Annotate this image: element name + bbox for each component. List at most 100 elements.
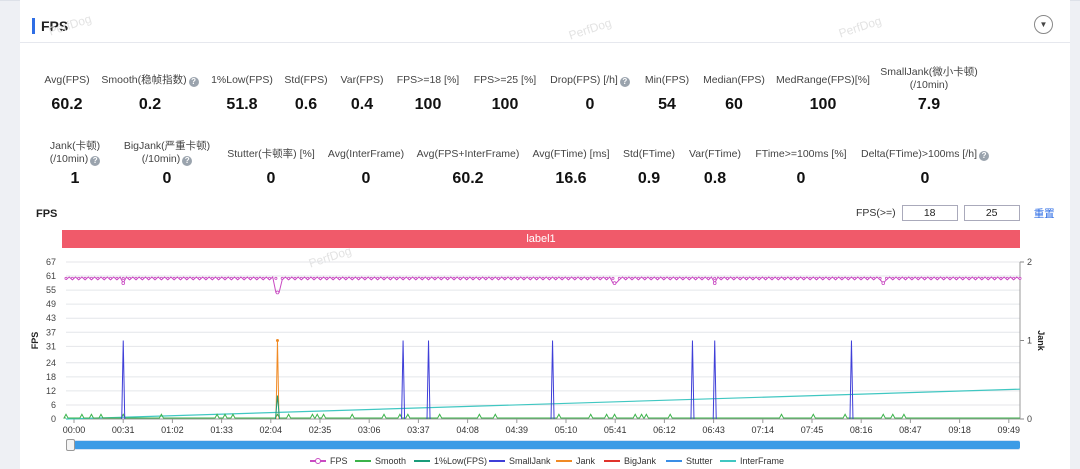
reset-link[interactable]: 重置	[1033, 207, 1055, 220]
metric-value: 1	[70, 170, 80, 187]
x-tick-label: 09:18	[948, 425, 971, 435]
chart-legend: FPS Smooth 1%Low(FPS) SmallJank Jank BigJank S…	[0, 456, 1080, 468]
series-fps-point	[706, 276, 710, 280]
series-fps-point	[210, 276, 214, 280]
y-tick-label: 6	[51, 400, 56, 410]
series-fps-point	[496, 276, 500, 280]
series-fps-point	[446, 276, 450, 280]
series-fps-point	[675, 276, 679, 280]
help-icon[interactable]: ?	[182, 156, 193, 166]
series-fps-point	[719, 276, 723, 280]
metric: Delta(FTime)>100ms [/h]? 0	[850, 148, 1000, 187]
x-tick-label: 04:08	[456, 425, 479, 435]
series-smalljank-spike	[401, 340, 406, 420]
x-tick-label: 08:47	[899, 425, 922, 435]
y-tick-label: 24	[46, 358, 56, 368]
legend-swatch	[414, 460, 430, 462]
y2-tick-label: 2	[1027, 257, 1032, 267]
metric-value: 0.8	[703, 170, 727, 187]
series-fps-point	[299, 276, 303, 280]
series-fps-point	[70, 276, 74, 280]
scrollbar-handle[interactable]	[66, 439, 75, 451]
series-fps-point	[789, 276, 793, 280]
x-tick-label: 06:12	[653, 425, 676, 435]
series-fps-point	[929, 276, 933, 280]
series-fps-point	[1005, 276, 1009, 280]
series-fps-point	[916, 276, 920, 280]
chart-title: FPS	[36, 208, 58, 220]
help-icon[interactable]: ?	[90, 156, 101, 166]
metric-value: 100	[414, 96, 442, 113]
series-fps-point	[172, 276, 176, 280]
time-scrollbar[interactable]	[66, 439, 1020, 451]
series-fps-point	[369, 276, 373, 280]
series-fps-point	[376, 276, 380, 280]
legend-label: SmallJank	[509, 456, 551, 466]
y-tick-label: 49	[46, 299, 56, 309]
metric: Var(FTime) 0.8	[640, 148, 790, 187]
series-fps-point	[312, 276, 316, 280]
x-tick-label: 05:10	[555, 425, 578, 435]
series-fps-point	[344, 276, 348, 280]
series-fps-point	[986, 276, 990, 280]
legend-item[interactable]: 1%Low(FPS)	[414, 456, 487, 466]
series-fps-point	[655, 276, 659, 280]
y-tick-label: 0	[51, 414, 56, 424]
series-fps-point	[687, 276, 691, 280]
threshold-input-1[interactable]	[901, 205, 958, 221]
legend-item[interactable]: FPS	[310, 456, 348, 466]
series-fps-point	[904, 276, 908, 280]
series-fps-point	[713, 276, 717, 280]
series-fps-point	[236, 276, 240, 280]
threshold-input-2[interactable]	[963, 205, 1020, 221]
metric-value: 0	[266, 170, 276, 187]
series-fps-point	[814, 276, 818, 280]
series-fps-point	[420, 276, 424, 280]
series-fps-point	[1018, 276, 1022, 280]
scrollbar-range[interactable]	[74, 441, 1020, 449]
series-fps-point	[166, 276, 170, 280]
help-icon[interactable]: ?	[188, 77, 199, 87]
x-tick-label: 08:16	[850, 425, 873, 435]
chevron-down-icon[interactable]: ▼	[1034, 15, 1053, 34]
help-icon[interactable]: ?	[619, 77, 630, 87]
y-axis-title: FPS	[30, 332, 40, 350]
metric-value: 0.2	[138, 96, 162, 113]
legend-item[interactable]: Jank	[556, 456, 595, 466]
series-fps-point	[967, 276, 971, 280]
legend-item[interactable]: Stutter	[666, 456, 713, 466]
metric: Smooth(稳帧指数)? 0.2	[75, 74, 225, 113]
metric-label: Avg(FPS)	[44, 74, 90, 86]
series-fps-point	[547, 276, 551, 280]
y2-tick-label: 0	[1027, 414, 1032, 424]
series-fps-point	[573, 276, 577, 280]
series-fps-point	[694, 276, 698, 280]
series-fps-point	[738, 276, 742, 280]
series-fps-point	[795, 276, 799, 280]
legend-item[interactable]: SmallJank	[489, 456, 551, 466]
series-fps-point	[198, 276, 202, 280]
legend-label: Stutter	[686, 456, 713, 466]
series-fps-point	[973, 276, 977, 280]
series-fps-point	[357, 276, 361, 280]
metric-label-unit: (/10min)?	[92, 153, 242, 166]
series-fps-point	[223, 276, 227, 280]
x-tick-label: 00:00	[63, 425, 86, 435]
label-band[interactable]: label1	[62, 230, 1020, 248]
series-interframe-line	[65, 388, 1021, 420]
legend-item[interactable]: Smooth	[355, 456, 406, 466]
legend-item[interactable]: InterFrame	[720, 456, 784, 466]
legend-item[interactable]: BigJank	[604, 456, 656, 466]
series-fps-point	[993, 276, 997, 280]
metric: Median(FPS) 60	[659, 74, 809, 113]
metric: MedRange(FPS)[%] 100	[748, 74, 898, 113]
series-smalljank-spike	[426, 340, 431, 420]
metric-label: Var(FPS)	[340, 74, 384, 86]
metric-label: Avg(InterFrame)	[327, 148, 405, 160]
help-icon[interactable]: ?	[979, 151, 990, 161]
series-fps-dip-point	[712, 281, 717, 285]
series-fps-point	[980, 276, 984, 280]
series-fps-point	[134, 276, 138, 280]
legend-label: FPS	[330, 456, 348, 466]
